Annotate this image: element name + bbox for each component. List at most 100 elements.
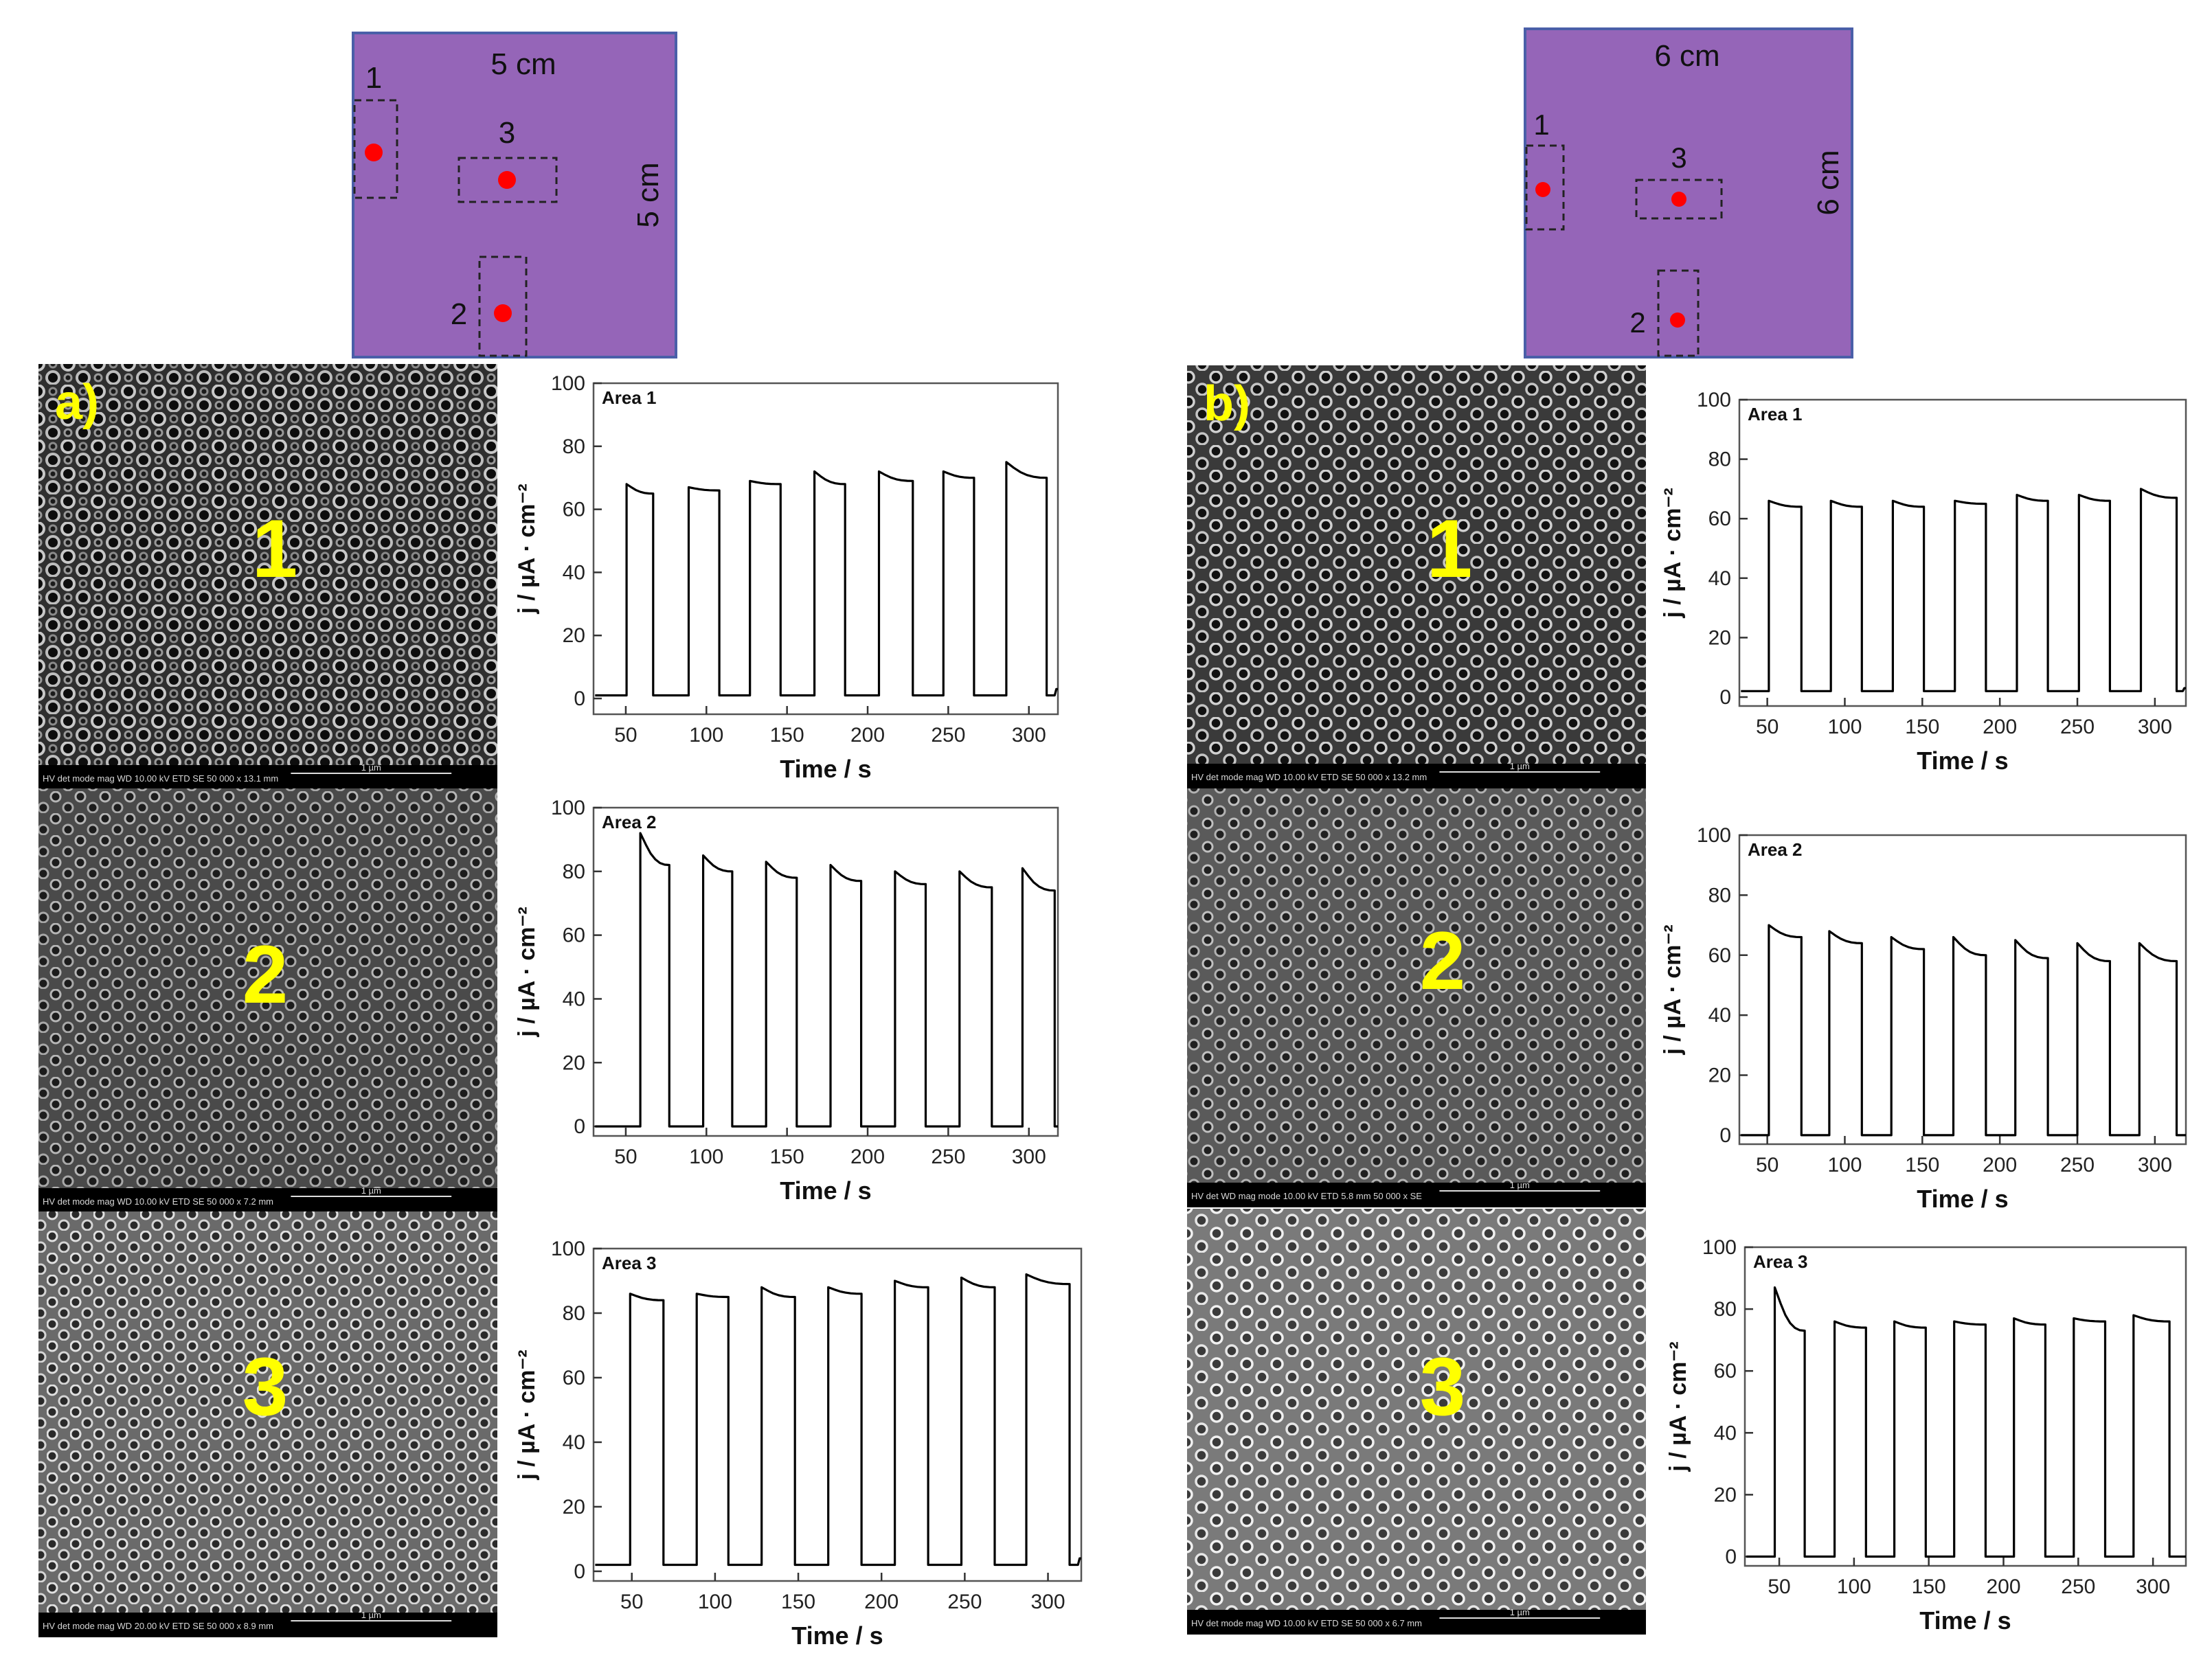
x-tick-label: 50	[1756, 1154, 1779, 1176]
y-axis-label: j / µA · cm⁻²	[514, 1350, 540, 1480]
photocurrent-series	[595, 832, 1058, 1128]
sem-area-number: 1	[1427, 503, 1473, 595]
y-tick-label: 60	[1708, 944, 1731, 967]
y-axis-label: j / µA · cm⁻²	[514, 907, 540, 1037]
y-tick-label: 40	[1708, 1004, 1731, 1027]
x-tick-label: 250	[2061, 1575, 2095, 1598]
area-2-box	[478, 255, 528, 357]
width-label: 6 cm	[1654, 39, 1719, 73]
y-tick-label: 80	[563, 1302, 585, 1325]
sem-area-number: 2	[242, 929, 289, 1021]
y-tick-label: 40	[1714, 1422, 1737, 1444]
height-label: 5 cm	[631, 162, 665, 227]
scale-bar-label: 1 µm	[1510, 761, 1530, 771]
y-tick-label: 20	[563, 1051, 585, 1074]
area-1-marker	[365, 144, 383, 161]
x-tick-label: 50	[1756, 716, 1779, 738]
scale-bar-label: 1 µm	[361, 762, 381, 773]
x-tick-label: 100	[698, 1591, 732, 1613]
y-tick-label: 40	[563, 988, 585, 1010]
x-tick-label: 50	[614, 1146, 637, 1168]
x-tick-label: 150	[1905, 716, 1939, 738]
area-3-box	[1635, 179, 1723, 220]
plot-frame	[592, 382, 1059, 716]
area-1-label: 1	[1533, 109, 1549, 141]
photocurrent-series	[1741, 924, 2186, 1137]
x-tick-label: 250	[2060, 716, 2095, 738]
sem-panel: HV det mode mag WD 20.00 kV ETD SE 50 00…	[38, 1211, 497, 1637]
sem-info-bar	[1187, 1183, 1646, 1207]
chart-a-area-2: 50 100 150 200 250 300 0 20 40 60 80 100 Area 2 Time …	[514, 797, 1059, 1205]
photocurrent-series	[1741, 488, 2186, 692]
plot-frame	[1738, 834, 2187, 1146]
sem-info-text: HV det mode mag WD 10.00 kV ETD SE 50 00…	[43, 1196, 273, 1207]
area-2-label: 2	[1629, 306, 1645, 339]
x-tick-label: 200	[850, 724, 885, 747]
sem-image	[1187, 788, 1646, 1207]
x-tick-label: 300	[2136, 1575, 2170, 1598]
y-tick-label: 20	[1708, 1065, 1731, 1087]
y-tick-label: 80	[563, 861, 585, 883]
sem-info-text: HV det WD mag mode 10.00 kV ETD 5.8 mm 5…	[1191, 1191, 1422, 1201]
sem-area-number: 3	[242, 1341, 289, 1433]
sem-image	[1187, 365, 1646, 788]
sem-images: HV det mode mag WD 10.00 kV ETD SE 50 00…	[38, 364, 1646, 1637]
x-axis-label: Time / s	[780, 1176, 871, 1205]
x-tick-label: 100	[1827, 1154, 1862, 1176]
y-tick-label: 40	[563, 1431, 585, 1454]
photocurrent-series	[595, 1273, 1081, 1567]
chart-title: Area 1	[1748, 404, 1803, 424]
chart-title: Area 2	[1748, 839, 1803, 860]
y-tick-label: 0	[574, 1560, 585, 1583]
sem-info-text: HV det mode mag WD 10.00 kV ETD SE 50 00…	[1191, 1618, 1422, 1628]
chart-title: Area 1	[602, 387, 657, 408]
y-tick-label: 80	[1714, 1298, 1737, 1321]
sem-info-text: HV det mode mag WD 10.00 kV ETD SE 50 00…	[43, 773, 278, 784]
sem-panel: HV det mode mag WD 10.00 kV ETD SE 50 00…	[38, 364, 497, 790]
sem-area-number: 3	[1420, 1341, 1466, 1433]
chart-title: Area 3	[1753, 1251, 1808, 1272]
y-tick-label: 100	[551, 372, 585, 395]
height-label: 6 cm	[1812, 150, 1845, 215]
y-tick-label: 40	[1708, 567, 1731, 590]
x-tick-label: 150	[1912, 1575, 1946, 1598]
y-tick-label: 20	[563, 1496, 585, 1518]
scale-bar-label: 1 µm	[1510, 1180, 1530, 1190]
sem-panel: HV det mode mag WD 10.00 kV ETD SE 50 00…	[1187, 1209, 1646, 1635]
scale-bar-label: 1 µm	[361, 1185, 381, 1196]
y-axis-label: j / µA · cm⁻²	[1665, 1341, 1691, 1472]
y-tick-label: 40	[563, 561, 585, 584]
y-tick-label: 60	[1708, 508, 1731, 530]
x-tick-label: 150	[770, 724, 804, 747]
x-tick-label: 100	[689, 1146, 723, 1168]
x-axis-label: Time / s	[780, 755, 871, 783]
x-tick-label: 50	[614, 724, 637, 747]
x-tick-label: 300	[2138, 1154, 2172, 1176]
x-tick-label: 200	[864, 1591, 899, 1613]
sem-image	[38, 364, 497, 790]
x-tick-label: 300	[1031, 1591, 1065, 1613]
sem-info-bar	[1187, 764, 1646, 788]
area-2-box	[1657, 269, 1700, 357]
x-tick-label: 250	[2060, 1154, 2095, 1176]
area-1-box	[1525, 144, 1565, 231]
x-tick-label: 100	[1837, 1575, 1871, 1598]
sem-info-bar	[38, 765, 497, 790]
y-tick-label: 100	[1697, 824, 1731, 847]
y-tick-label: 60	[1714, 1360, 1737, 1382]
y-tick-label: 100	[551, 1238, 585, 1260]
sem-image	[38, 1211, 497, 1637]
y-tick-label: 100	[551, 797, 585, 819]
x-axis-label: Time / s	[1917, 1185, 2008, 1213]
x-tick-label: 150	[770, 1146, 804, 1168]
y-tick-label: 60	[563, 499, 585, 521]
chart-b-area-3: 50 100 150 200 250 300 0 20 40 60 80 100 Area 3 Time …	[1665, 1236, 2187, 1635]
x-axis-label: Time / s	[1917, 747, 2008, 775]
y-tick-label: 0	[574, 1115, 585, 1138]
x-tick-label: 50	[1768, 1575, 1790, 1598]
area-3-box	[458, 157, 558, 203]
x-tick-label: 250	[931, 1146, 965, 1168]
plot-frame	[1738, 398, 2187, 707]
sem-info-text: HV det mode mag WD 20.00 kV ETD SE 50 00…	[43, 1621, 273, 1631]
